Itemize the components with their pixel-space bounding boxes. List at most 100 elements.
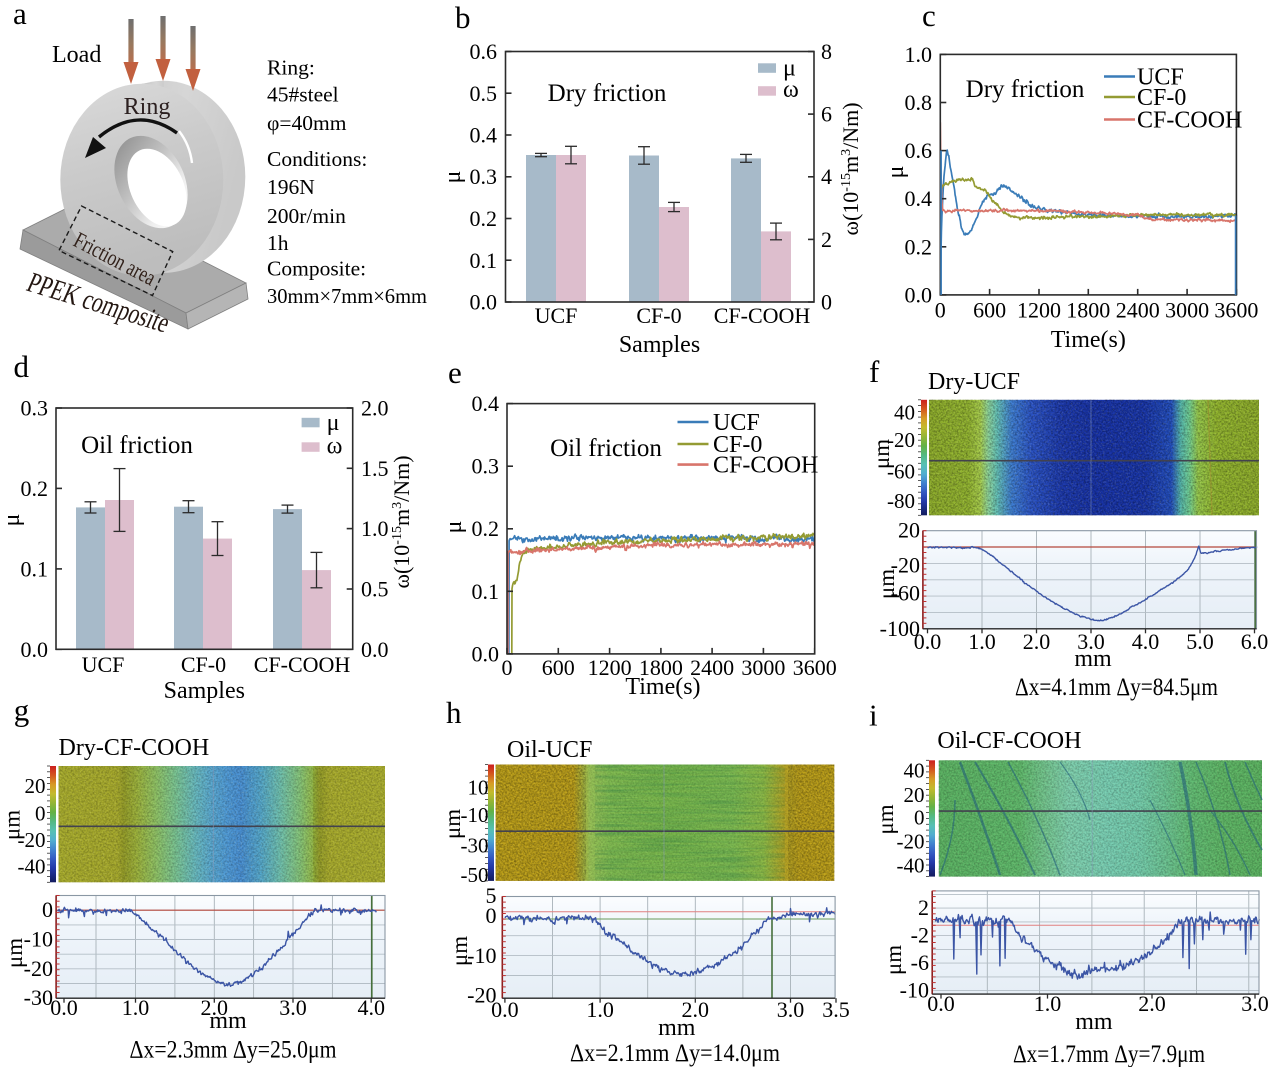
svg-text:0.1: 0.1	[472, 579, 500, 604]
svg-text:4: 4	[821, 164, 832, 189]
svg-text:ω(10-15m3/Nm): ω(10-15m3/Nm)	[389, 455, 414, 588]
svg-text:-20: -20	[467, 982, 496, 1007]
svg-text:-80: -80	[887, 489, 915, 513]
svg-text:f: f	[869, 354, 880, 389]
svg-text:UCF: UCF	[535, 303, 578, 328]
svg-text:CF-0: CF-0	[181, 652, 226, 677]
svg-text:μm: μm	[873, 804, 898, 834]
svg-text:6.0: 6.0	[1241, 629, 1269, 654]
svg-text:0: 0	[935, 298, 946, 323]
svg-text:40: 40	[894, 401, 915, 425]
svg-text:1.0: 1.0	[968, 629, 996, 654]
svg-text:5: 5	[486, 883, 497, 908]
svg-text:0.4: 0.4	[470, 123, 498, 148]
svg-text:CF-0: CF-0	[713, 432, 762, 458]
svg-text:-100: -100	[880, 616, 920, 641]
svg-text:0.0: 0.0	[905, 282, 933, 307]
svg-text:-40: -40	[18, 854, 46, 878]
svg-text:0.6: 0.6	[470, 39, 498, 64]
svg-text:0.0: 0.0	[927, 991, 955, 1016]
svg-text:1h: 1h	[267, 231, 289, 255]
svg-text:-30: -30	[24, 985, 53, 1010]
svg-text:2: 2	[918, 895, 929, 920]
svg-text:μ: μ	[0, 514, 25, 527]
svg-text:CF-0: CF-0	[636, 303, 681, 328]
svg-text:μm: μm	[2, 938, 27, 968]
svg-text:1.0: 1.0	[586, 997, 614, 1022]
svg-text:6: 6	[821, 102, 832, 127]
svg-text:CF-0: CF-0	[1137, 85, 1186, 111]
svg-text:2400: 2400	[690, 655, 734, 680]
svg-text:8: 8	[821, 39, 832, 64]
svg-text:0: 0	[35, 801, 46, 825]
svg-text:-30: -30	[461, 833, 489, 857]
svg-text:2.0: 2.0	[682, 997, 710, 1022]
svg-text:1.0: 1.0	[361, 516, 389, 541]
svg-text:600: 600	[542, 655, 575, 680]
svg-text:0.2: 0.2	[21, 476, 49, 501]
svg-text:mm: mm	[1075, 1009, 1113, 1035]
svg-text:0.0: 0.0	[491, 997, 519, 1022]
svg-text:2.0: 2.0	[361, 396, 389, 421]
svg-text:0.1: 0.1	[470, 248, 498, 273]
svg-text:196N: 196N	[267, 175, 315, 199]
svg-text:Load: Load	[52, 42, 101, 68]
svg-text:3000: 3000	[1165, 298, 1209, 323]
svg-text:ω(10-15m3/Nm): ω(10-15m3/Nm)	[838, 102, 863, 235]
svg-text:0.0: 0.0	[361, 637, 389, 662]
svg-text:Oil friction: Oil friction	[81, 432, 193, 459]
svg-text:0.0: 0.0	[470, 290, 498, 315]
svg-text:4.0: 4.0	[1132, 629, 1160, 654]
svg-text:40: 40	[904, 758, 925, 782]
svg-text:3.0: 3.0	[1241, 991, 1269, 1016]
svg-text:μm: μm	[869, 439, 894, 469]
svg-text:-60: -60	[887, 460, 915, 484]
svg-text:μ: μ	[440, 171, 466, 184]
svg-text:0: 0	[42, 897, 53, 922]
svg-text:-20: -20	[18, 828, 46, 852]
svg-text:-10: -10	[24, 927, 53, 952]
svg-text:0.5: 0.5	[361, 577, 389, 602]
svg-text:Composite:: Composite:	[267, 257, 366, 281]
svg-text:3600: 3600	[1214, 298, 1258, 323]
svg-text:-10: -10	[467, 943, 496, 968]
svg-text:Dry-CF-COOH: Dry-CF-COOH	[59, 735, 210, 761]
svg-text:3000: 3000	[741, 655, 785, 680]
svg-text:mm: mm	[1074, 646, 1112, 672]
svg-text:h: h	[446, 695, 462, 730]
svg-text:0: 0	[486, 903, 497, 928]
svg-text:0.0: 0.0	[21, 637, 49, 662]
svg-text:Dry-UCF: Dry-UCF	[928, 369, 1020, 395]
svg-text:CF-COOH: CF-COOH	[714, 303, 811, 328]
svg-text:3600: 3600	[793, 655, 837, 680]
svg-text:2.0: 2.0	[1138, 991, 1166, 1016]
svg-text:0: 0	[821, 290, 832, 315]
svg-text:0.2: 0.2	[470, 206, 498, 231]
svg-text:0.0: 0.0	[50, 995, 78, 1020]
svg-text:Dry friction: Dry friction	[548, 80, 667, 107]
svg-text:μ: μ	[327, 410, 340, 436]
svg-text:-40: -40	[897, 854, 925, 878]
svg-text:ω: ω	[783, 77, 799, 103]
svg-text:1.0: 1.0	[1034, 991, 1062, 1016]
svg-text:μm: μm	[874, 569, 899, 599]
svg-text:Δx=4.1mm Δy=84.5μm: Δx=4.1mm Δy=84.5μm	[1015, 674, 1218, 701]
svg-text:Dry friction: Dry friction	[966, 76, 1085, 103]
svg-text:Time(s): Time(s)	[1051, 327, 1126, 353]
svg-text:-10: -10	[461, 803, 489, 827]
svg-text:0.3: 0.3	[21, 396, 49, 421]
svg-text:μ: μ	[441, 521, 467, 534]
svg-text:μ: μ	[883, 166, 909, 179]
svg-text:20: 20	[904, 783, 925, 807]
svg-text:20: 20	[25, 774, 46, 798]
svg-text:a: a	[13, 0, 27, 31]
svg-text:d: d	[14, 349, 30, 384]
svg-text:30mm×7mm×6mm: 30mm×7mm×6mm	[267, 284, 427, 308]
svg-text:0.1: 0.1	[21, 556, 49, 581]
svg-text:45#steel: 45#steel	[267, 83, 339, 107]
svg-text:0.2: 0.2	[905, 234, 933, 259]
svg-text:2.0: 2.0	[201, 995, 229, 1020]
svg-text:1200: 1200	[1017, 298, 1061, 323]
svg-text:-60: -60	[891, 581, 920, 606]
svg-text:2: 2	[821, 227, 832, 252]
